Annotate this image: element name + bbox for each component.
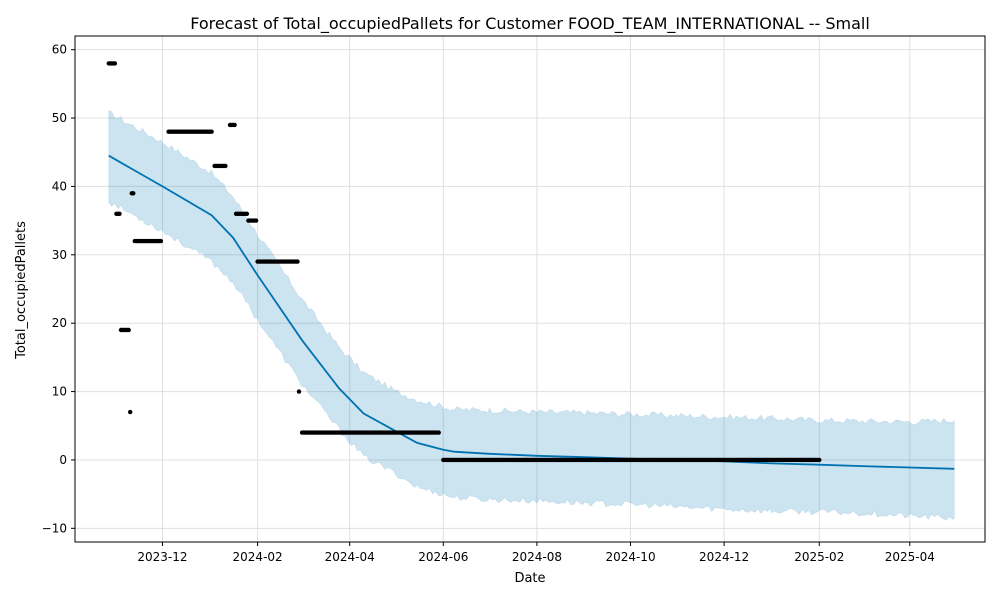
forecast-line-layer bbox=[108, 154, 955, 470]
x-axis-label: Date bbox=[514, 571, 545, 586]
observed-point bbox=[296, 389, 302, 394]
y-tick-label: 60 bbox=[52, 43, 67, 57]
y-tick-label: 30 bbox=[52, 248, 67, 262]
x-tick-label: 2024-04 bbox=[325, 550, 375, 564]
uncertainty-interval-layer bbox=[108, 109, 955, 521]
x-tick-label: 2025-04 bbox=[885, 550, 935, 564]
observed-point bbox=[128, 409, 133, 415]
observed-point bbox=[253, 218, 259, 223]
y-tick-label: 0 bbox=[59, 453, 67, 467]
x-tick-label: 2024-02 bbox=[233, 550, 283, 564]
y-tick-label: 40 bbox=[52, 179, 67, 193]
observed-point bbox=[817, 457, 822, 463]
x-tick-label: 2024-08 bbox=[512, 550, 562, 564]
observed-point bbox=[112, 61, 118, 66]
observed-point bbox=[126, 327, 131, 333]
y-axis-label: Total_occupiedPallets bbox=[14, 221, 29, 360]
y-tick-label: 10 bbox=[52, 385, 67, 399]
y-tick-label: 50 bbox=[52, 111, 67, 125]
x-tick-label: 2024-06 bbox=[418, 550, 468, 564]
observed-point bbox=[117, 211, 122, 216]
observed-point bbox=[131, 191, 136, 196]
observed-point bbox=[244, 211, 250, 216]
observed-points-layer bbox=[106, 61, 822, 463]
observed-point bbox=[436, 430, 441, 435]
observed-point bbox=[158, 238, 164, 244]
grid-layer bbox=[75, 36, 985, 542]
observed-point bbox=[295, 259, 300, 264]
x-axis-ticks: 2023-12 2024-02 2024-04 2024-06 2024-08 2024-… bbox=[137, 542, 935, 564]
observed-point bbox=[232, 122, 237, 128]
forecast-line bbox=[108, 154, 955, 470]
x-tick-label: 2025-02 bbox=[794, 550, 844, 564]
uncertainty-band bbox=[108, 109, 955, 521]
x-tick-label: 2024-10 bbox=[605, 550, 655, 564]
y-tick-label: −10 bbox=[42, 521, 67, 535]
plot-frame bbox=[74, 35, 986, 543]
chart-title: Forecast of Total_occupiedPallets for Cu… bbox=[190, 14, 870, 34]
x-tick-label: 2023-12 bbox=[137, 550, 187, 564]
observed-point bbox=[209, 129, 214, 134]
y-axis-ticks: −10 0 10 20 30 40 50 60 bbox=[42, 43, 75, 535]
y-tick-label: 20 bbox=[52, 316, 67, 330]
x-tick-label: 2024-12 bbox=[699, 550, 749, 564]
observed-point bbox=[223, 163, 228, 169]
